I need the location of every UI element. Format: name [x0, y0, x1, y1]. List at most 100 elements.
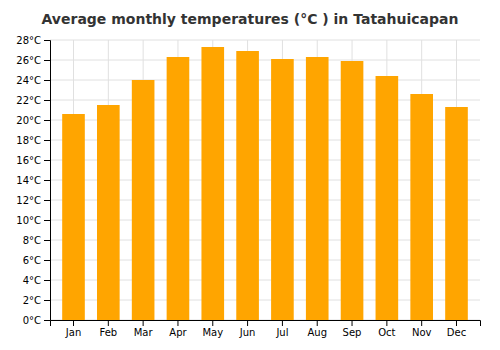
tick-label: Aug — [307, 327, 327, 338]
bar — [201, 47, 224, 320]
tick-mark — [44, 80, 50, 81]
tick: 20°C — [16, 115, 50, 126]
tick-mark — [352, 320, 353, 326]
tick-mark — [73, 320, 74, 326]
tick: Apr — [169, 320, 187, 338]
bar — [236, 51, 259, 320]
bar — [306, 57, 329, 320]
tick-mark — [44, 320, 50, 321]
y-axis: 0°C 2°C 4°C 6°C 8°C 10°C 12°C 14°C 16°C 18°C 20°C 2… — [16, 35, 50, 326]
tick-mark — [44, 120, 50, 121]
tick-label: Sep — [343, 327, 362, 338]
chart: 0°C 2°C 4°C 6°C 8°C 10°C 12°C 14°C 16°C 18°C 20°C 2… — [0, 0, 500, 350]
tick: 2°C — [23, 295, 50, 306]
bars — [62, 47, 468, 320]
tick-mark — [177, 320, 178, 326]
axis-line — [51, 321, 481, 327]
tick: 14°C — [16, 175, 50, 186]
tick: Feb — [99, 320, 117, 338]
tick: Aug — [307, 320, 327, 338]
tick-mark — [44, 160, 50, 161]
tick-mark — [44, 240, 50, 241]
bar — [341, 61, 364, 320]
tick-mark — [247, 320, 248, 326]
tick-mark — [44, 260, 50, 261]
tick-mark — [44, 300, 50, 301]
tick-label: Mar — [134, 327, 154, 338]
bar — [97, 105, 120, 320]
bar — [132, 80, 155, 320]
tick-label: 24°C — [16, 75, 41, 86]
tick-label: 16°C — [16, 155, 41, 166]
tick: Jan — [65, 320, 81, 338]
tick-label: 20°C — [16, 115, 41, 126]
tick-mark — [108, 320, 109, 326]
tick: Dec — [447, 320, 466, 338]
grid-line — [50, 60, 480, 61]
bar — [62, 114, 85, 320]
x-axis: Jan Feb Mar Apr May Jun Jul Aug Sep Oct Nov Dec — [51, 320, 481, 338]
tick-mark — [421, 320, 422, 326]
tick-mark — [44, 100, 50, 101]
tick-mark — [44, 60, 50, 61]
tick-label: Dec — [447, 327, 466, 338]
tick-label: 28°C — [16, 35, 41, 46]
tick-mark — [317, 320, 318, 326]
bar — [445, 107, 468, 320]
tick: 6°C — [23, 255, 50, 266]
grid-line — [50, 40, 480, 41]
tick-mark — [44, 220, 50, 221]
tick-mark — [44, 180, 50, 181]
tick: 0°C — [23, 315, 50, 326]
tick-label: Jan — [65, 327, 81, 338]
tick-label: 0°C — [23, 315, 41, 326]
tick-label: Jul — [275, 327, 288, 338]
bar — [410, 94, 433, 320]
tick: 22°C — [16, 95, 50, 106]
tick: 12°C — [16, 195, 50, 206]
bar — [167, 57, 190, 320]
tick-label: 6°C — [23, 255, 41, 266]
plot: 0°C 2°C 4°C 6°C 8°C 10°C 12°C 14°C 16°C 18°C 20°C 2… — [16, 35, 480, 338]
tick-label: Apr — [169, 327, 187, 338]
tick: 8°C — [23, 235, 50, 246]
tick-label: Nov — [412, 327, 432, 338]
title: Average monthly temperatures (°C ) in Ta… — [42, 11, 459, 27]
tick-mark — [212, 320, 213, 326]
tick-label: 8°C — [23, 235, 41, 246]
tick: 26°C — [16, 55, 50, 66]
tick: May — [202, 320, 223, 338]
tick-mark — [44, 140, 50, 141]
tick: 18°C — [16, 135, 50, 146]
tick: 16°C — [16, 155, 50, 166]
tick-mark — [386, 320, 387, 326]
tick: Oct — [378, 320, 395, 338]
tick-label: 18°C — [16, 135, 41, 146]
tick: 4°C — [23, 275, 50, 286]
tick-label: Oct — [378, 327, 395, 338]
tick-label: 22°C — [16, 95, 41, 106]
tick-label: 26°C — [16, 55, 41, 66]
tick-mark — [44, 200, 50, 201]
tick-label: Jun — [239, 327, 256, 338]
tick-label: 2°C — [23, 295, 41, 306]
tick-label: May — [202, 327, 223, 338]
axis-line — [44, 41, 51, 321]
tick-mark — [44, 40, 50, 41]
tick-mark — [44, 280, 50, 281]
tick: 28°C — [16, 35, 50, 46]
tick: 10°C — [16, 215, 50, 226]
tick: 24°C — [16, 75, 50, 86]
tick-mark — [143, 320, 144, 326]
tick-label: 4°C — [23, 275, 41, 286]
grid — [50, 40, 480, 320]
tick-label: 10°C — [16, 215, 41, 226]
bar — [376, 76, 399, 320]
tick-label: 12°C — [16, 195, 41, 206]
tick-mark — [282, 320, 283, 326]
bar — [271, 59, 294, 320]
tick: Nov — [412, 320, 432, 338]
tick: Jul — [275, 320, 288, 338]
tick: Sep — [343, 320, 362, 338]
tick: Mar — [134, 320, 154, 338]
